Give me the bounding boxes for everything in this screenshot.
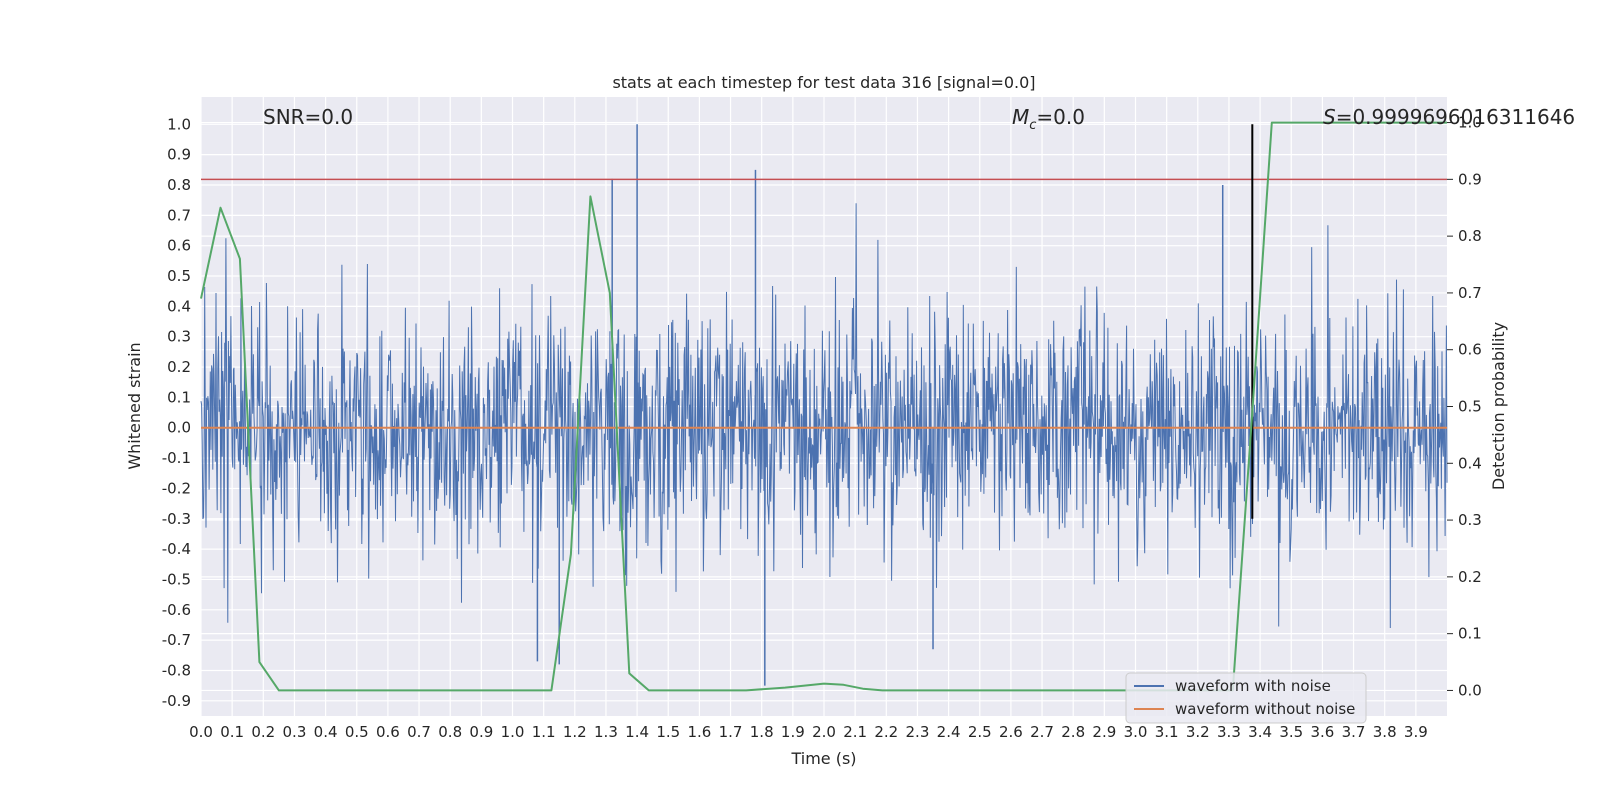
y-tick-label: 0.7 [167, 206, 191, 224]
x-tick-label: 2.6 [999, 723, 1023, 741]
x-axis-label: Time (s) [790, 749, 856, 768]
y-tick-label: -0.1 [162, 449, 191, 467]
grid [200, 97, 1447, 716]
x-tick-label: 1.7 [719, 723, 743, 741]
x-tick-label: 2.1 [843, 723, 867, 741]
y-tick-label: -0.2 [162, 479, 191, 497]
chirp-mass-annotation: Mc=0.0 [1012, 105, 1085, 133]
x-tick-label: 0.4 [314, 723, 338, 741]
x-tick-label: 0.6 [376, 723, 400, 741]
y2-tick-label: 0.0 [1458, 681, 1482, 699]
y-tick-label: -0.4 [162, 540, 191, 558]
x-tick-label: 3.3 [1217, 723, 1241, 741]
x-tick-label: 1.8 [750, 723, 774, 741]
x-tick-label: 2.2 [874, 723, 898, 741]
x-tick-label: 0.5 [345, 723, 369, 741]
x-tick-label: 1.0 [501, 723, 525, 741]
x-tick-label: 3.0 [1124, 723, 1148, 741]
x-tick-label: 1.4 [625, 723, 649, 741]
x-tick-label: 2.5 [968, 723, 992, 741]
y-tick-label: 0.5 [167, 267, 191, 285]
y-tick-label: 0.9 [167, 146, 191, 164]
legend-label-with-noise: waveform with noise [1175, 677, 1331, 695]
x-tick-label: 0.1 [220, 723, 244, 741]
y2-tick-label: 0.6 [1458, 341, 1482, 359]
x-tick-label: 2.7 [1030, 723, 1054, 741]
x-tick-label: 3.2 [1186, 723, 1210, 741]
y-tick-label: 0.6 [167, 237, 191, 255]
x-tick-label: 1.2 [563, 723, 587, 741]
y-tick-label: 0.4 [167, 297, 191, 315]
x-tick-label: 1.5 [656, 723, 680, 741]
x-tick-label: 0.8 [438, 723, 462, 741]
x-tick-label: 0.7 [407, 723, 431, 741]
x-tick-label: 3.8 [1373, 723, 1397, 741]
legend-box [1125, 672, 1367, 724]
chirp-mass-subscript: c [1029, 118, 1036, 133]
x-tick-label: 3.1 [1155, 723, 1179, 741]
y-tick-label: -0.8 [162, 661, 191, 679]
legend: waveform with noise waveform without noi… [1125, 672, 1367, 724]
x-tick-label: 2.8 [1061, 723, 1085, 741]
y-tick-label: -0.5 [162, 570, 191, 588]
y2-tick-label: 0.4 [1458, 454, 1482, 472]
y-tick-label: -0.9 [162, 692, 191, 710]
x-tick-label: 1.3 [594, 723, 618, 741]
y2-axis-label: Detection probability [1489, 322, 1508, 490]
x-tick-label: 0.3 [283, 723, 307, 741]
y2-tick-label: 1.0 [1458, 114, 1482, 132]
x-tick-label: 2.4 [937, 723, 961, 741]
y-tick-label: 0.8 [167, 176, 191, 194]
detection-statistic-value: =0.9999696016311646 [1336, 105, 1575, 129]
y-tick-label: -0.3 [162, 510, 191, 528]
y-tick-label: -0.7 [162, 631, 191, 649]
x-tick-label: 0.2 [251, 723, 275, 741]
x-tick-label: 1.1 [532, 723, 556, 741]
y2-tick-label: 0.1 [1458, 625, 1482, 643]
x-tick-label: 1.6 [687, 723, 711, 741]
chart-title: stats at each timestep for test data 316… [612, 73, 1035, 92]
y-tick-label: 0.3 [167, 328, 191, 346]
y2-tick-label: 0.2 [1458, 568, 1482, 586]
y2-tick-label: 0.9 [1458, 170, 1482, 188]
y2-tick-label: 0.3 [1458, 511, 1482, 529]
chirp-mass-value: =0.0 [1036, 105, 1085, 129]
x-tick-label: 0.9 [469, 723, 493, 741]
waveform-with-noise-series [200, 124, 1448, 686]
legend-label-without-noise: waveform without noise [1175, 700, 1355, 718]
x-tick-label: 2.9 [1092, 723, 1116, 741]
tick-labels: 0.0 0.1 0.2 0.3 0.4 0.5 0.6 0.7 0.8 0.9 1.0 1.1 1.2 1… [162, 114, 1482, 741]
y-tick-label: -0.6 [162, 601, 191, 619]
x-tick-label: 3.4 [1248, 723, 1272, 741]
y2-tick-label: 0.7 [1458, 284, 1482, 302]
y-tick-label: 0.1 [167, 388, 191, 406]
y-tick-label: 0.0 [167, 419, 191, 437]
y-axis-label: Whitened strain [125, 342, 144, 469]
detection-statistic-annotation: S=0.9999696016311646 [1323, 105, 1575, 129]
chirp-mass-symbol: M [1012, 105, 1029, 129]
x-tick-label: 3.5 [1279, 723, 1303, 741]
x-tick-label: 3.6 [1310, 723, 1334, 741]
x-tick-label: 0.0 [189, 723, 213, 741]
x-tick-label: 3.7 [1342, 723, 1366, 741]
y2-tick-label: 0.8 [1458, 227, 1482, 245]
y-tick-label: 0.2 [167, 358, 191, 376]
y-tick-label: 1.0 [167, 115, 191, 133]
x-tick-label: 2.3 [906, 723, 930, 741]
detection-statistic-symbol: S [1323, 105, 1336, 129]
x-tick-label: 3.9 [1404, 723, 1428, 741]
x-tick-label: 2.0 [812, 723, 836, 741]
snr-annotation: SNR=0.0 [263, 105, 353, 129]
y2-tick-label: 0.5 [1458, 398, 1482, 416]
x-tick-label: 1.9 [781, 723, 805, 741]
